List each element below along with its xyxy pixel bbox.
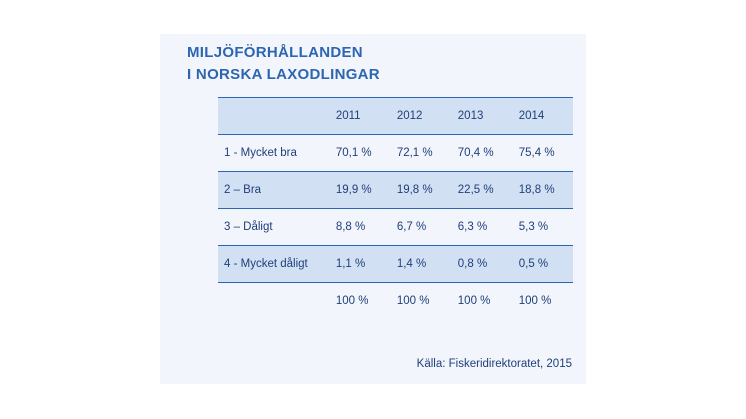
cell-value: 8,8 %	[335, 208, 397, 246]
total-value: 100 %	[457, 295, 491, 307]
cell-value: 18,8 %	[518, 171, 573, 209]
header-label-cell	[218, 97, 336, 135]
cell-value: 19,9 %	[335, 171, 397, 209]
cell-value: 72,1 %	[396, 134, 458, 172]
table-row-daligt: 3 – Dåligt 8,8 % 6,7 % 6,3 % 5,3 %	[218, 208, 573, 246]
cell-value: 6,3 %	[457, 208, 519, 246]
source-note: Källa: Fiskeridirektoratet, 2015	[416, 358, 572, 370]
cell-value: 19,8 %	[396, 171, 458, 209]
total-value: 100 %	[396, 295, 430, 307]
total-value: 100 %	[335, 295, 369, 307]
column-header-2011: 2011	[335, 97, 397, 135]
cell-value: 70,1 %	[335, 134, 397, 172]
column-header-2014: 2014	[518, 97, 573, 135]
cell-value: 75,4 %	[518, 134, 573, 172]
row-label: 1 - Mycket bra	[218, 134, 336, 172]
chart-title: MILJÖFÖRHÅLLANDEN I NORSKA LAXODLINGAR	[187, 42, 380, 86]
cell-value: 0,5 %	[518, 245, 573, 283]
row-label: 4 - Mycket dåligt	[218, 245, 336, 283]
total-value: 100 %	[518, 295, 552, 307]
cell-value: 22,5 %	[457, 171, 519, 209]
table-header-row: 2011 2012 2013 2014	[218, 97, 573, 135]
column-header-2012: 2012	[396, 97, 458, 135]
totals-label-cell	[218, 283, 336, 320]
cell-value: 70,4 %	[457, 134, 519, 172]
cell-value: 1,4 %	[396, 245, 458, 283]
cell-value: 5,3 %	[518, 208, 573, 246]
table-row-mycket-daligt: 4 - Mycket dåligt 1,1 % 1,4 % 0,8 % 0,5 …	[218, 245, 573, 283]
cell-value: 0,8 %	[457, 245, 519, 283]
chart-title-line-1: MILJÖFÖRHÅLLANDEN	[187, 44, 363, 61]
chart-title-line-2: I NORSKA LAXODLINGAR	[187, 66, 380, 83]
row-label: 3 – Dåligt	[218, 208, 336, 246]
cell-value: 6,7 %	[396, 208, 458, 246]
column-header-2013: 2013	[457, 97, 519, 135]
table-row-mycket-bra: 1 - Mycket bra 70,1 % 72,1 % 70,4 % 75,4…	[218, 134, 573, 172]
row-label: 2 – Bra	[218, 171, 336, 209]
table-row-totals: 100 % 100 % 100 % 100 %	[218, 283, 573, 320]
table-row-bra: 2 – Bra 19,9 % 19,8 % 22,5 % 18,8 %	[218, 171, 573, 209]
cell-value: 1,1 %	[335, 245, 397, 283]
data-table: 2011 2012 2013 2014 1 - Mycket bra 70,1 …	[218, 97, 573, 319]
